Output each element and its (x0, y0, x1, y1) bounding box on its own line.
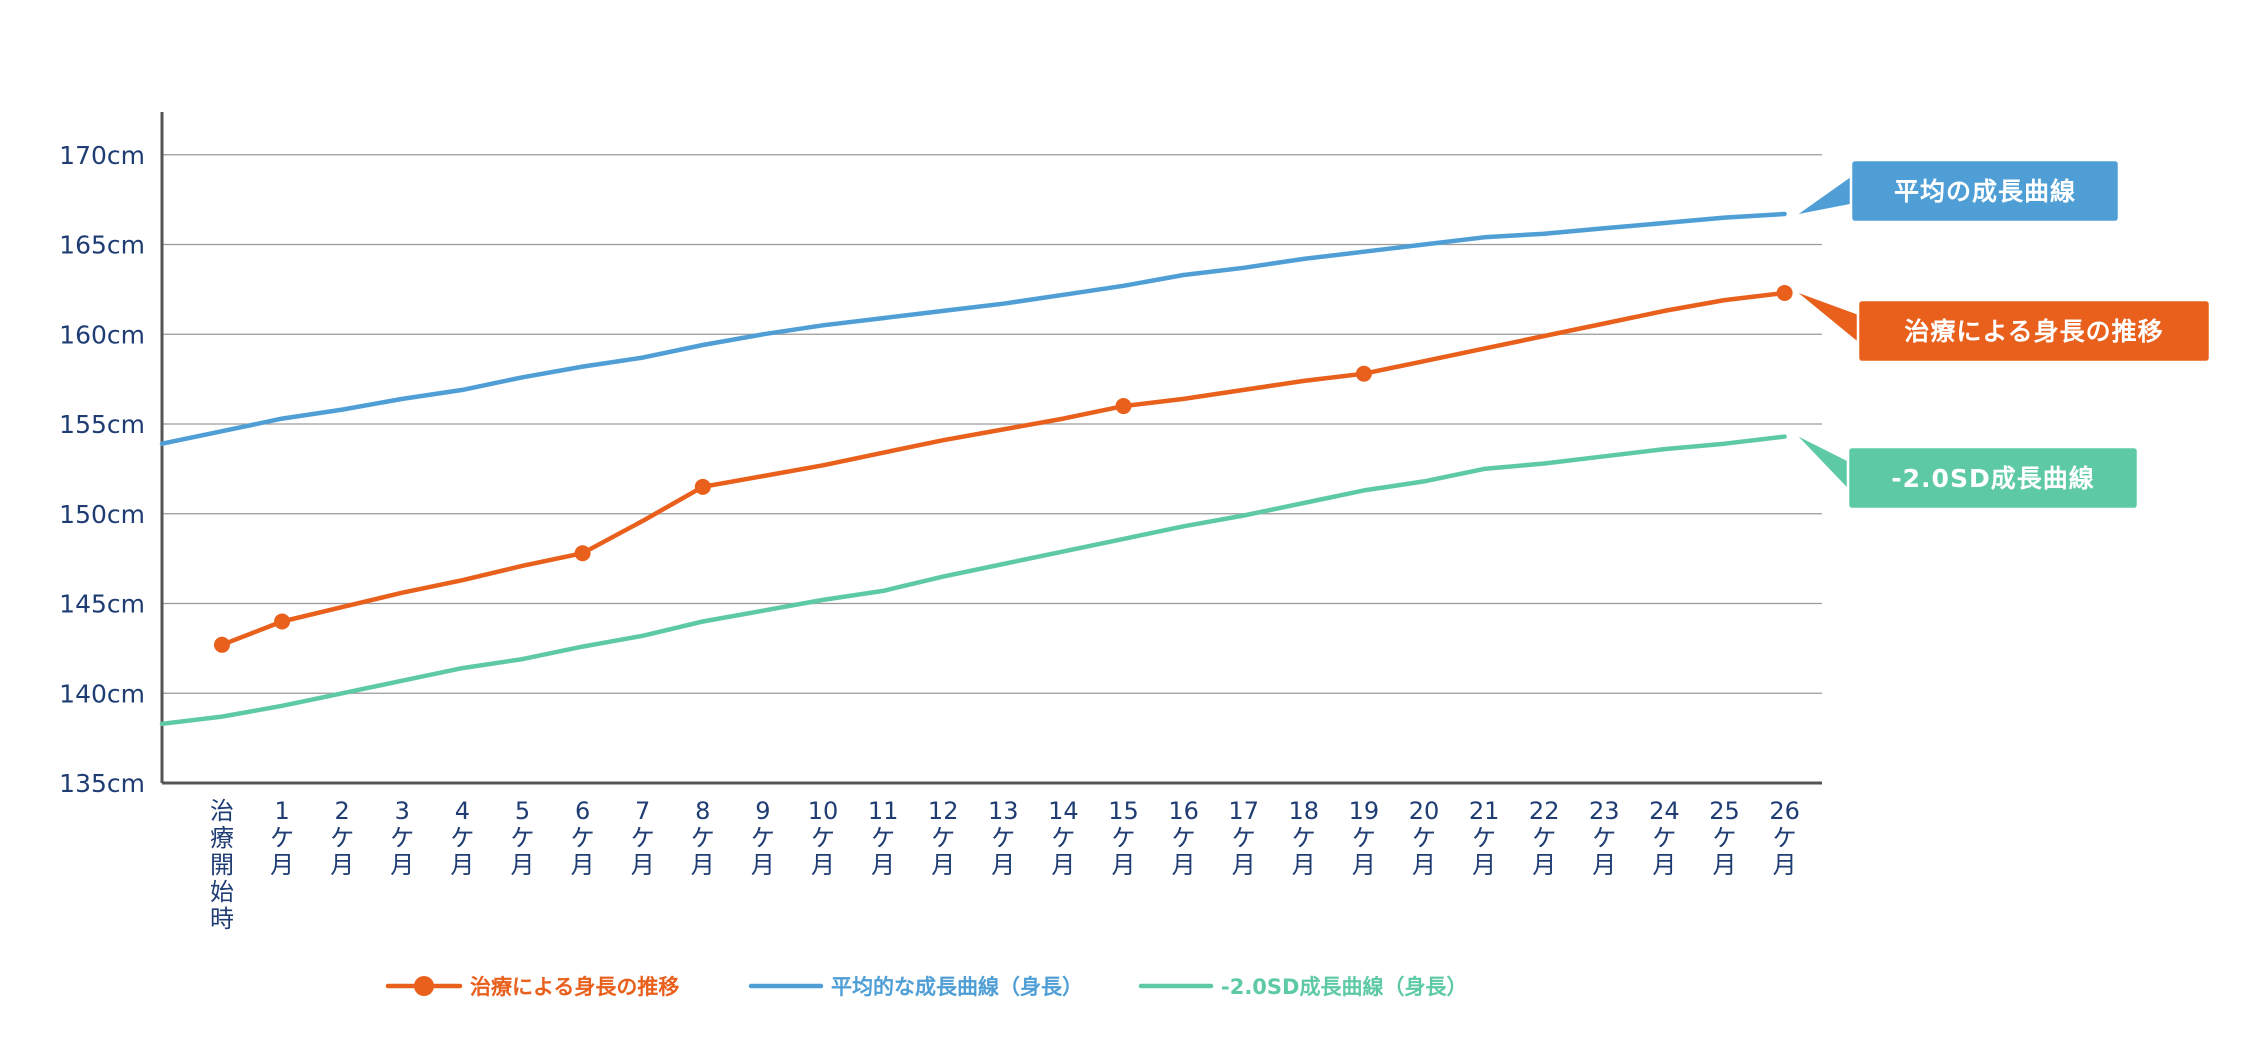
y-tick-label: 155cm (59, 410, 145, 439)
series-markers (214, 284, 1793, 653)
legend-item-0: 治療による身長の推移 (385, 975, 679, 999)
legend-item-2: -2.0SD成長曲線（身長） (1138, 975, 1467, 999)
legend-label: 治療による身長の推移 (470, 975, 679, 999)
legend-marker (414, 976, 434, 996)
data-point (1115, 398, 1132, 415)
data-point (574, 545, 591, 562)
grid-lines (162, 154, 1822, 694)
x-tick-label: 11 ケ月 (868, 797, 899, 879)
x-tick-label: 22 ケ月 (1529, 797, 1560, 879)
x-tick-label: 3 ケ月 (390, 797, 414, 879)
callout-pointer (1798, 292, 1860, 344)
axes (160, 112, 1822, 785)
x-tick-label: 26 ケ月 (1769, 797, 1800, 879)
callout-1: 治療による身長の推移 (1798, 292, 2212, 364)
y-tick-label: 165cm (59, 231, 145, 260)
x-tick-label: 7 ケ月 (631, 797, 655, 879)
callout-box (1856, 298, 2212, 364)
callout-label: 平均の成長曲線 (1894, 177, 2076, 206)
series-line-0 (159, 211, 1787, 446)
callout-2: -2.0SD成長曲線 (1798, 436, 2140, 511)
x-tick-label: 4 ケ月 (450, 797, 474, 879)
callout-box (1849, 158, 2121, 224)
callout-0: 平均の成長曲線 (1798, 158, 2121, 224)
x-tick-label: 1 ケ月 (270, 797, 294, 879)
x-tick-labels: 治療開始時 1 ケ月 2 ケ月 3 ケ月 4 ケ月 5 ケ月 6 ケ月 7 ケ月 8 ケ月 9 ケ月 10 ケ月 11 ケ月… (210, 797, 1800, 933)
x-tick-label: 12 ケ月 (928, 797, 959, 879)
legend-label: -2.0SD成長曲線（身長） (1221, 975, 1467, 999)
x-tick-label: 24 ケ月 (1649, 797, 1680, 879)
data-point (1776, 284, 1793, 301)
legend-label: 平均的な成長曲線（身長） (831, 975, 1083, 999)
data-point (274, 613, 291, 630)
callout-label: -2.0SD成長曲線 (1891, 464, 2094, 493)
x-tick-label: 10 ケ月 (808, 797, 839, 879)
x-tick-label: 6 ケ月 (571, 797, 595, 879)
x-tick-label: 16 ケ月 (1168, 797, 1199, 879)
x-tick-label: 9 ケ月 (751, 797, 775, 879)
x-tick-label: 17 ケ月 (1228, 797, 1259, 879)
x-tick-label: 5 ケ月 (511, 797, 535, 879)
callout-pointer (1798, 175, 1853, 214)
series-line-1 (219, 290, 1787, 648)
series-lines (159, 211, 1787, 727)
legend: 治療による身長の推移 平均的な成長曲線（身長） -2.0SD成長曲線（身長） (385, 975, 1467, 999)
data-point (214, 636, 230, 653)
x-tick-label: 14 ケ月 (1048, 797, 1079, 879)
callout-pointer (1798, 436, 1850, 491)
x-tick-label: 25 ケ月 (1709, 797, 1740, 879)
y-tick-label: 140cm (59, 679, 145, 708)
x-tick-label: 13 ケ月 (988, 797, 1019, 879)
y-tick-labels: 135cm 140cm 145cm 150cm 155cm 160cm 165cm 170cm (59, 141, 145, 798)
y-tick-label: 170cm (59, 141, 145, 170)
y-tick-label: 145cm (59, 590, 145, 619)
x-tick-label: 21 ケ月 (1469, 797, 1500, 879)
data-point (1355, 365, 1372, 382)
x-tick-label: 治療開始時 (210, 797, 234, 933)
x-tick-label: 2 ケ月 (330, 797, 354, 879)
x-tick-label: 8 ケ月 (691, 797, 715, 879)
legend-item-1: 平均的な成長曲線（身長） (748, 975, 1083, 999)
x-tick-label: 18 ケ月 (1289, 797, 1320, 879)
y-tick-label: 135cm (59, 769, 145, 798)
series-line-2 (159, 434, 1787, 727)
x-tick-label: 19 ケ月 (1349, 797, 1380, 879)
x-tick-label: 15 ケ月 (1108, 797, 1139, 879)
x-tick-label: 20 ケ月 (1409, 797, 1440, 879)
y-tick-label: 150cm (59, 500, 145, 529)
y-tick-label: 160cm (59, 320, 145, 349)
data-point (694, 478, 711, 495)
x-tick-label: 23 ケ月 (1589, 797, 1620, 879)
callout-label: 治療による身長の推移 (1904, 317, 2163, 346)
callout-box (1846, 445, 2140, 511)
